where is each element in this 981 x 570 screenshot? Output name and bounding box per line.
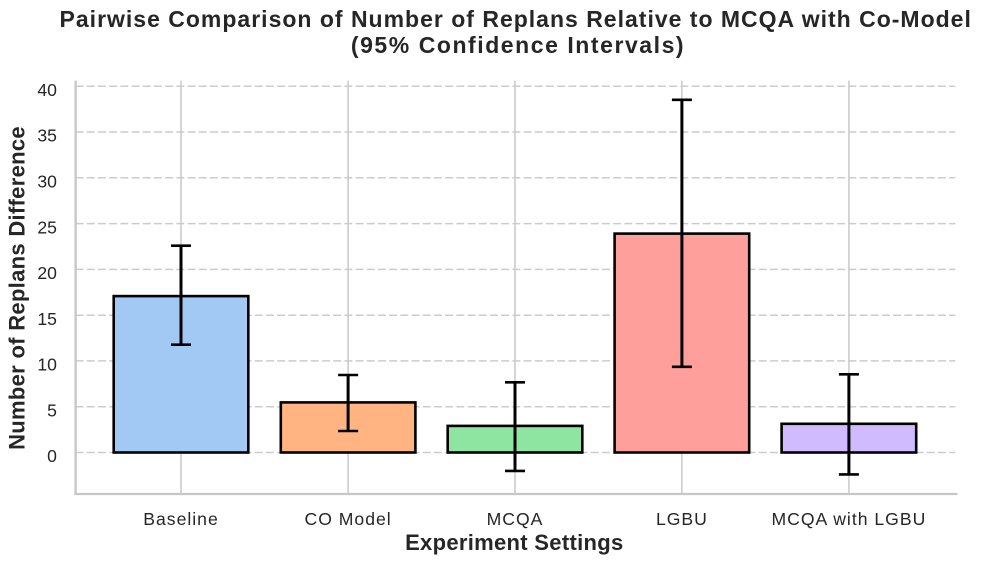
svg-text:LGBU: LGBU: [656, 509, 708, 529]
svg-text:(95% Confidence Intervals): (95% Confidence Intervals): [351, 32, 685, 58]
svg-text:MCQA: MCQA: [487, 509, 544, 529]
svg-text:Pairwise Comparison of Number: Pairwise Comparison of Number of Replans…: [60, 6, 972, 32]
svg-text:40: 40: [37, 80, 57, 100]
svg-text:10: 10: [37, 355, 57, 375]
svg-text:30: 30: [37, 172, 57, 192]
svg-text:Experiment Settings: Experiment Settings: [405, 530, 623, 555]
svg-text:20: 20: [37, 263, 57, 283]
svg-text:MCQA with LGBU: MCQA with LGBU: [772, 509, 927, 529]
svg-text:15: 15: [37, 309, 57, 329]
svg-text:0: 0: [47, 446, 57, 466]
svg-text:Number of Replans Difference: Number of Replans Difference: [4, 126, 29, 450]
svg-text:25: 25: [37, 217, 57, 237]
svg-text:35: 35: [37, 126, 57, 146]
svg-text:5: 5: [47, 400, 57, 420]
svg-text:CO Model: CO Model: [304, 509, 391, 529]
svg-text:Baseline: Baseline: [143, 509, 219, 529]
